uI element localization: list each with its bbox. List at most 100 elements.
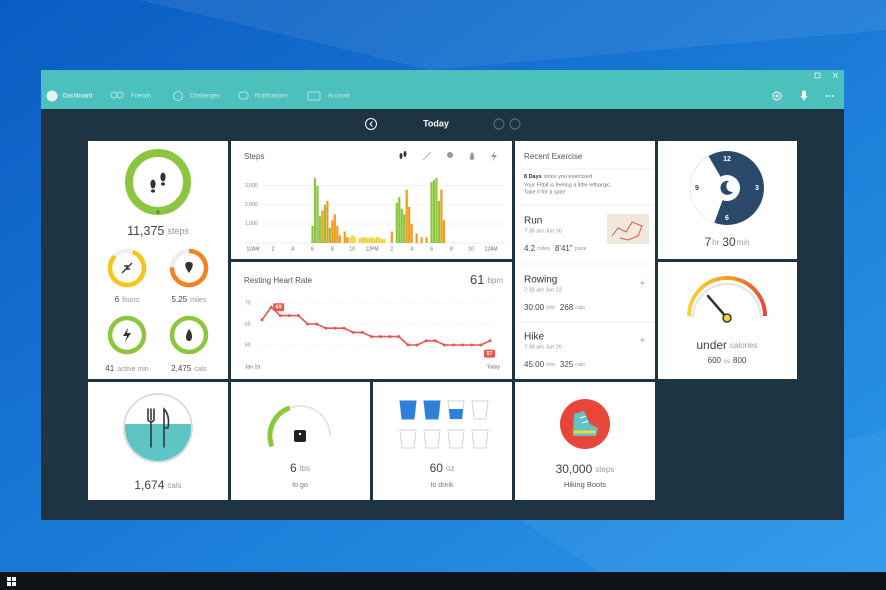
water-goal-part: 60 bbox=[430, 461, 444, 475]
scale-icon bbox=[294, 430, 306, 442]
light-beam bbox=[140, 0, 886, 70]
badge-name: Hiking Boots bbox=[564, 480, 606, 489]
stat-part: miles bbox=[190, 297, 207, 304]
y-tick-label: 65 bbox=[245, 321, 251, 327]
heart-rate-point bbox=[488, 339, 492, 343]
cup bbox=[447, 429, 465, 449]
y-tick-label: 3,000 bbox=[245, 183, 258, 189]
account-icon[interactable] bbox=[307, 91, 321, 101]
stat-part: floors bbox=[122, 297, 140, 304]
heart-rate-point bbox=[260, 318, 264, 322]
notifications-icon[interactable] bbox=[238, 91, 249, 100]
decoration bbox=[579, 415, 589, 424]
stat-part: 6 bbox=[115, 295, 120, 304]
x-tick-label: 8 bbox=[450, 246, 453, 252]
message: Your Fitbit is feeling a little lethargi… bbox=[524, 182, 612, 188]
clock-label: 3 bbox=[755, 185, 759, 192]
activity-stats-part: min bbox=[546, 362, 555, 368]
chart-title: Steps bbox=[244, 152, 264, 161]
bar bbox=[343, 231, 346, 243]
activity-name: Rowing bbox=[524, 275, 557, 286]
x-tick-label: 2 bbox=[271, 246, 274, 252]
recent-exercise-tile[interactable] bbox=[515, 141, 655, 379]
streak-part: since you exercised bbox=[544, 174, 592, 180]
bar bbox=[383, 239, 386, 243]
stat: 2,475 cals bbox=[171, 364, 207, 373]
bar bbox=[353, 236, 356, 243]
decoration bbox=[829, 95, 831, 97]
heart-rate-point bbox=[452, 343, 456, 347]
close-button[interactable] bbox=[832, 72, 839, 79]
calorie-status: under calories bbox=[696, 338, 757, 352]
decoration bbox=[298, 432, 302, 436]
heart-rate-point bbox=[287, 314, 291, 318]
heart-rate-point bbox=[415, 343, 419, 347]
activity-time: 7:38 am Jun 20 bbox=[524, 344, 562, 350]
decoration bbox=[7, 582, 11, 586]
exercise-icon bbox=[640, 278, 645, 289]
water-tile[interactable] bbox=[373, 382, 512, 500]
water-cups bbox=[399, 400, 489, 449]
heart-rate-tile[interactable] bbox=[231, 262, 512, 379]
stat: 6 floors bbox=[115, 295, 140, 304]
decoration bbox=[403, 151, 407, 157]
heart-rate-point bbox=[360, 330, 364, 334]
decoration bbox=[447, 152, 453, 158]
chart-title: Resting Heart Rate bbox=[244, 276, 313, 285]
calories-ring bbox=[169, 315, 209, 355]
route bbox=[611, 221, 643, 241]
add-button[interactable] bbox=[772, 91, 782, 101]
decoration bbox=[399, 153, 403, 159]
stat-part: cals bbox=[194, 366, 207, 373]
x-tick-label: 2 bbox=[390, 246, 393, 252]
heart-rate-point bbox=[333, 326, 337, 330]
more-button[interactable] bbox=[826, 95, 834, 97]
cup bbox=[399, 429, 417, 449]
activity-name: Hike bbox=[524, 332, 544, 343]
heart-rate-point bbox=[388, 335, 392, 339]
active-icon bbox=[123, 328, 131, 342]
bar bbox=[437, 201, 441, 243]
activity-stats-part: cals bbox=[575, 305, 585, 311]
bar bbox=[333, 214, 336, 243]
floors-ring bbox=[107, 248, 147, 288]
x-tick-label: 4 bbox=[291, 246, 294, 252]
min-marker bbox=[484, 349, 495, 358]
activity-stats: 45:00 min 325 cals bbox=[524, 360, 585, 369]
decoration bbox=[147, 408, 155, 448]
heart-rate-point bbox=[479, 343, 483, 347]
calorie-status-part: calories bbox=[730, 341, 758, 350]
next-day[interactable] bbox=[493, 118, 505, 130]
activity-stats-part: 30:00 bbox=[524, 303, 545, 312]
decoration bbox=[7, 577, 11, 581]
decoration bbox=[515, 168, 655, 323]
weight-arc bbox=[267, 405, 291, 448]
chart-tabs[interactable] bbox=[399, 151, 498, 161]
clock-label: 9 bbox=[695, 185, 699, 192]
dashboard-icon[interactable] bbox=[46, 90, 58, 102]
go-to-today[interactable] bbox=[509, 118, 521, 130]
stat: 5.25 miles bbox=[172, 295, 207, 304]
previous-day[interactable] bbox=[365, 118, 377, 130]
bar bbox=[370, 237, 374, 243]
message: Take it for a spin! bbox=[524, 189, 566, 195]
decoration bbox=[12, 582, 16, 586]
mic-button[interactable] bbox=[802, 90, 806, 98]
x-tick-label: 10 bbox=[468, 246, 474, 252]
gauge-arc bbox=[687, 276, 767, 317]
challenges-icon[interactable] bbox=[173, 91, 183, 101]
calorie-compare-part: 800 bbox=[733, 356, 747, 365]
nav-item: Dashboard bbox=[63, 94, 92, 100]
badge-goal: 30,000 steps bbox=[556, 462, 615, 476]
activity-stats-part: 268 bbox=[560, 303, 574, 312]
start-button[interactable] bbox=[7, 577, 16, 586]
x-tick-label: 6 bbox=[430, 246, 433, 252]
bar bbox=[351, 235, 354, 243]
activity-tile[interactable] bbox=[88, 141, 228, 379]
decoration bbox=[150, 179, 156, 189]
heart-rate-point bbox=[351, 330, 355, 334]
bar bbox=[311, 225, 314, 243]
restore-button[interactable] bbox=[814, 72, 821, 79]
food-total: 1,674 cals bbox=[134, 478, 181, 492]
gauge-hub bbox=[722, 313, 732, 323]
